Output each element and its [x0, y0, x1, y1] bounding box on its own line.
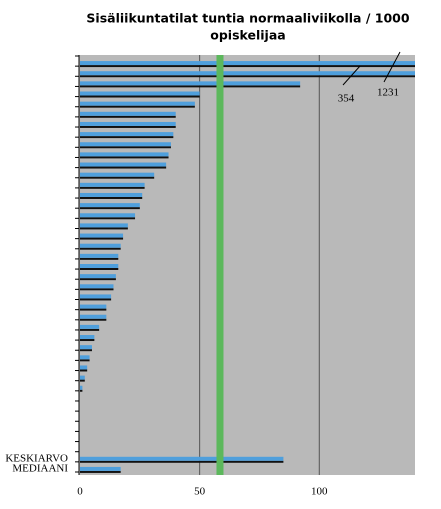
bar-shadow — [80, 156, 169, 159]
leader-line — [383, 51, 401, 83]
bar — [80, 132, 174, 137]
bar-shadow — [80, 217, 136, 220]
bar-shadow — [80, 105, 195, 108]
bar — [80, 456, 284, 461]
bar-shadow — [80, 288, 114, 291]
bar-shadow — [80, 298, 112, 301]
bar-shadow — [80, 379, 85, 382]
bar — [80, 71, 415, 76]
bar — [80, 203, 140, 208]
bar-shadow — [80, 166, 167, 169]
bar-shadow — [80, 136, 174, 139]
bar-shadow — [80, 308, 107, 311]
bar — [80, 192, 143, 197]
bar-shadow — [80, 115, 176, 118]
bar — [80, 284, 114, 289]
bar-shadow — [80, 85, 301, 88]
bar-shadow — [80, 349, 92, 352]
bar — [80, 152, 169, 157]
bar — [80, 213, 136, 218]
bar — [80, 355, 90, 360]
bar — [80, 375, 85, 380]
bar-shadow — [80, 470, 121, 473]
bar-shadow — [80, 95, 200, 98]
chart-title: Sisäliikuntatilat tuntia normaaliviikoll… — [86, 11, 409, 26]
bar-shadow — [80, 389, 83, 392]
bar-shadow — [80, 257, 119, 260]
y-tick-label: MEDIAANI — [12, 462, 68, 474]
bar — [80, 61, 415, 66]
chart-title: opiskelijaa — [210, 28, 285, 43]
leader-line — [342, 65, 361, 86]
bar — [80, 243, 121, 248]
bar-shadow — [80, 278, 116, 281]
bar — [80, 162, 167, 167]
bar — [80, 91, 200, 96]
x-tick-label: 50 — [194, 486, 206, 498]
plot-background — [79, 55, 415, 475]
bar — [80, 466, 121, 471]
bar-shadow — [80, 318, 107, 321]
bar — [80, 365, 88, 370]
x-tick-label: 0 — [77, 486, 83, 498]
bar — [80, 274, 116, 279]
value-label: 354 — [338, 93, 355, 105]
bar — [80, 335, 95, 340]
bar-shadow — [80, 186, 145, 189]
bar — [80, 182, 145, 187]
x-tick-label: 100 — [311, 486, 328, 498]
bar-shadow — [80, 237, 124, 240]
bar-shadow — [80, 196, 143, 199]
bar-shadow — [80, 328, 100, 331]
bar — [80, 324, 100, 329]
bar-shadow — [80, 207, 140, 210]
bar — [80, 172, 155, 177]
bar — [80, 81, 301, 86]
bar — [80, 233, 124, 238]
bar — [80, 294, 112, 299]
y-tick-label: KESKIARVO — [5, 452, 68, 464]
bar-shadow — [80, 359, 90, 362]
bar-shadow — [80, 369, 88, 372]
bar-shadow — [80, 247, 121, 250]
bar — [80, 345, 92, 350]
bar — [80, 121, 176, 126]
bar-shadow — [80, 460, 284, 463]
bar — [80, 142, 171, 147]
bar-shadow — [80, 176, 155, 179]
bar — [80, 101, 195, 106]
bar-shadow — [80, 227, 128, 230]
bar — [80, 223, 128, 228]
bar-shadow — [80, 75, 415, 78]
bar — [80, 304, 107, 309]
value-label: 1231 — [377, 87, 399, 99]
bar — [80, 385, 83, 390]
bar — [80, 314, 107, 319]
bar-shadow — [80, 65, 415, 68]
bar — [80, 264, 119, 268]
bar-shadow — [80, 146, 171, 149]
bar-shadow — [80, 268, 119, 270]
bar — [80, 111, 176, 116]
bar — [80, 253, 119, 258]
bar-shadow — [80, 125, 176, 128]
bar-shadow — [80, 339, 95, 342]
